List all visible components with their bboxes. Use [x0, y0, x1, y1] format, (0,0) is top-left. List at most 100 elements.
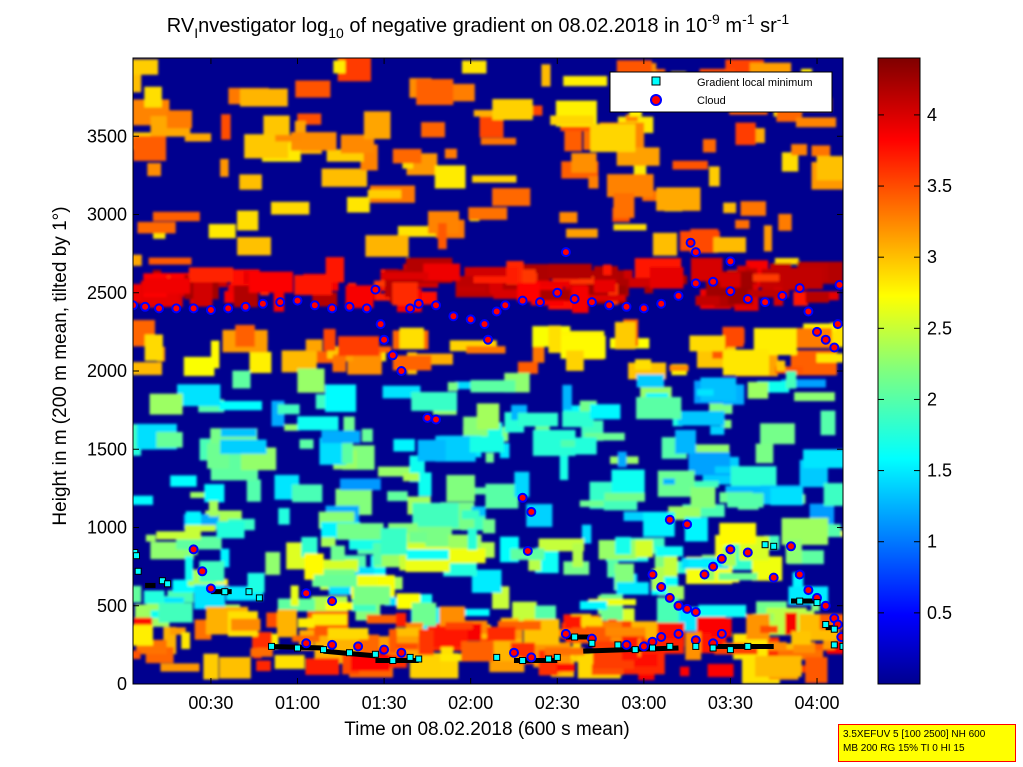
heatmap-cell	[281, 350, 317, 373]
heatmap-cell	[757, 381, 790, 393]
legend-box	[609, 71, 833, 113]
heatmap-cell	[301, 537, 318, 557]
chart-title: RVInvestigator log10 of negative gradien…	[167, 11, 790, 41]
cloud-point	[483, 334, 493, 345]
heatmap-cell	[363, 111, 391, 139]
heatmap-cell	[820, 410, 836, 436]
heatmap-cell	[184, 525, 216, 532]
heatmap-cell	[591, 664, 624, 676]
heatmap-cell	[323, 328, 336, 351]
heatmap-cell	[249, 351, 272, 373]
heatmap-cell	[380, 528, 407, 555]
heatmap-cell	[493, 292, 527, 299]
heatmap-cell	[219, 401, 262, 411]
heatmap-cell	[341, 435, 353, 464]
cloud-point	[413, 298, 424, 309]
heatmap-cell	[434, 165, 466, 189]
heatmap-cell	[722, 326, 744, 348]
heatmap-cell	[803, 449, 843, 469]
cloud-point	[396, 647, 407, 658]
heatmap-cell	[548, 325, 561, 353]
heatmap-cell	[393, 439, 415, 452]
heatmap-cell	[470, 380, 516, 393]
cloud-point	[725, 286, 736, 297]
heatmap-cell	[446, 475, 475, 502]
heatmap-cell	[353, 586, 391, 605]
heatmap-cell	[207, 578, 228, 586]
heatmap-cell	[652, 232, 678, 256]
heatmap-cell	[277, 404, 300, 415]
parameter-box: 3.5XEFUV 5 [100 2500] NH 600 MB 200 RG 1…	[838, 724, 1016, 762]
gradient-minimum-point	[415, 655, 423, 663]
heatmap-cell	[216, 521, 245, 539]
heatmap-cell	[635, 359, 652, 370]
cloud-point	[794, 283, 805, 294]
heatmap-cell	[271, 201, 310, 215]
x-tick-label: 01:00	[275, 693, 320, 713]
cloud-point	[154, 303, 164, 314]
colorbar: 0.5 1 1.5 2 2.5 3 3.5 4	[877, 57, 952, 685]
heatmap-cell	[623, 269, 633, 279]
heatmap-cell	[590, 404, 621, 420]
cloud-point	[829, 342, 840, 353]
heatmap-cell	[714, 466, 731, 474]
heatmap-cell	[571, 437, 597, 455]
cloud-point	[560, 247, 571, 258]
x-axis-label: Time on 08.02.2018 (600 s mean)	[344, 719, 630, 740]
heatmap-cell	[605, 627, 646, 636]
heatmap-cell	[367, 189, 402, 199]
gradient-minimum-point	[164, 580, 172, 588]
cloud-point	[803, 306, 814, 317]
heatmap-cell	[230, 618, 261, 631]
heatmap-cell	[579, 500, 621, 507]
heatmap-cell	[672, 160, 708, 170]
heatmap-cell	[235, 324, 255, 347]
heatmap-cell	[297, 618, 315, 628]
colorbar-ticks: 0.5 1 1.5 2 2.5 3 3.5 4	[878, 105, 952, 623]
heatmap-cell	[439, 653, 476, 662]
cloud-point	[836, 632, 843, 642]
legend-label-cloud: Cloud	[697, 95, 726, 107]
heatmap-cell	[152, 211, 200, 222]
plot-area	[133, 58, 843, 684]
parameter-line-1: 3.5XEFUV 5 [100 2500] NH 600	[843, 729, 986, 740]
heatmap-cell	[613, 193, 635, 219]
heatmap-cell	[485, 452, 494, 463]
y-axis: 0 500 1000 1500 2000 2500 3000 3500	[87, 126, 843, 694]
heatmap-cell	[472, 175, 517, 183]
heatmap-cell	[297, 368, 325, 393]
heatmap-cell	[562, 384, 572, 410]
cloud-point	[465, 314, 476, 325]
y-axis-label: Height in m (200 m mean, tilted by 1°)	[50, 206, 71, 525]
heatmap-cell	[562, 411, 594, 428]
cloud-point	[673, 600, 684, 611]
legend-label-gradient-minimum: Gradient local minimum	[697, 77, 813, 89]
heatmap-cell	[654, 548, 664, 568]
cloud-point	[205, 305, 216, 315]
heatmap-cell	[603, 500, 638, 511]
cloud-point	[586, 297, 597, 308]
cloud-point	[690, 278, 701, 289]
gradient-minimum-point	[614, 641, 622, 649]
heatmap-cell	[246, 479, 261, 502]
y-tick-label: 1500	[87, 439, 127, 459]
heatmap-cell	[423, 263, 461, 281]
heatmap-cell	[421, 122, 445, 138]
gradient-minimum-point	[822, 621, 830, 628]
cloud-point	[708, 561, 719, 572]
cloud-point	[500, 300, 511, 311]
heatmap-cell	[748, 289, 789, 298]
cloud-point	[309, 300, 320, 311]
heatmap-cell	[149, 393, 183, 415]
heatmap-cell	[564, 125, 582, 152]
cloud-point	[569, 294, 580, 304]
x-tick-label: 02:30	[535, 693, 580, 713]
cloud-point	[820, 600, 831, 611]
parameter-line-2: MB 200 RG 15% TI 0 HI 15	[843, 743, 965, 754]
cloud-point	[682, 603, 693, 614]
heatmap-cell	[791, 631, 811, 645]
heatmap-cell	[611, 469, 645, 494]
heatmap-cell	[707, 663, 734, 677]
gradient-minimum-point	[389, 657, 397, 664]
heatmap-cell	[657, 597, 679, 626]
